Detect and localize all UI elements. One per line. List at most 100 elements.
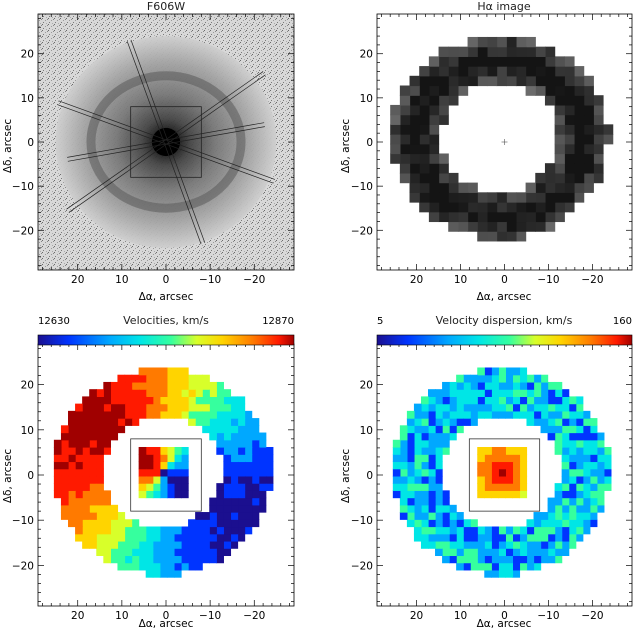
map-pixel [230, 425, 239, 434]
halpha-pixel [399, 114, 411, 125]
map-pixel [449, 396, 457, 405]
x-tick-label: 20 [71, 610, 84, 622]
map-pixel [181, 526, 189, 535]
map-pixel [512, 526, 521, 535]
map-pixel [223, 519, 232, 528]
map-pixel [526, 548, 535, 557]
halpha-pixel [477, 211, 488, 223]
map-pixel [251, 497, 260, 506]
map-pixel [75, 483, 83, 491]
halpha-pixel [544, 163, 556, 174]
map-pixel [491, 454, 499, 463]
map-pixel [420, 533, 429, 542]
halpha-pixel [409, 85, 420, 96]
map-pixel [540, 381, 549, 390]
map-pixel [159, 490, 168, 499]
map-pixel [103, 548, 111, 557]
halpha-pixel [428, 163, 440, 174]
map-pixel [533, 526, 542, 535]
map-pixel [89, 519, 97, 528]
halpha-pixel [409, 95, 420, 106]
map-pixel [181, 381, 189, 390]
map-pixel [110, 432, 119, 441]
map-pixel [138, 461, 147, 470]
halpha-pixel [428, 104, 440, 116]
map-pixel [392, 439, 401, 448]
panel-title-dispersion: Velocity dispersion, km/s [436, 314, 573, 327]
map-pixel [547, 418, 556, 426]
halpha-pixel [564, 85, 575, 96]
map-pixel [456, 555, 464, 564]
map-pixel [103, 446, 111, 455]
map-pixel [251, 439, 260, 448]
halpha-pixel [573, 104, 585, 116]
map-pixel [237, 418, 246, 426]
halpha-pixel [593, 95, 604, 106]
map-pixel [561, 548, 570, 557]
map-pixel [420, 504, 429, 513]
map-pixel [188, 389, 196, 397]
map-pixel [166, 374, 175, 383]
map-pixel [82, 425, 90, 434]
map-pixel [477, 396, 485, 405]
map-pixel [547, 381, 556, 390]
map-pixel [519, 403, 528, 412]
map-pixel [477, 548, 485, 557]
halpha-pixel [515, 221, 527, 232]
halpha-pixel [506, 75, 517, 87]
map-pixel [209, 396, 217, 405]
map-pixel [582, 454, 591, 463]
halpha-pixel [486, 56, 498, 67]
map-pixel [498, 461, 506, 470]
ylabel-velocity: Δδ, arcsec [2, 449, 14, 504]
map-pixel [152, 548, 161, 557]
map-pixel [406, 432, 415, 441]
map-pixel [428, 425, 436, 434]
map-pixel [68, 418, 76, 426]
map-pixel [561, 504, 570, 513]
halpha-pixel [525, 202, 536, 213]
map-pixel [53, 439, 62, 448]
halpha-pixel [409, 192, 420, 203]
map-pixel [505, 454, 514, 463]
map-pixel [244, 418, 253, 426]
halpha-pixel [602, 124, 614, 135]
map-pixel [223, 446, 232, 455]
map-pixel [491, 555, 499, 564]
map-pixel [491, 403, 499, 412]
map-pixel [188, 381, 196, 390]
halpha-pixel [486, 221, 498, 232]
map-pixel [96, 526, 104, 535]
halpha-pixel [583, 172, 594, 184]
map-pixel [442, 548, 450, 557]
map-pixel [420, 490, 429, 499]
map-pixel [442, 439, 450, 448]
map-pixel [96, 403, 104, 412]
map-pixel [103, 533, 111, 542]
central-box [468, 438, 541, 512]
map-pixel [89, 540, 97, 549]
map-pixel [138, 540, 147, 549]
map-pixel [68, 475, 76, 484]
map-pixel [195, 403, 203, 412]
map-pixel [413, 454, 422, 463]
map-pixel [117, 418, 126, 426]
map-pixel [442, 403, 450, 412]
halpha-pixel [428, 75, 440, 87]
map-pixel [435, 519, 443, 528]
map-pixel [230, 454, 239, 463]
map-pixel [435, 446, 443, 455]
map-pixel [103, 439, 111, 448]
map-pixel [561, 454, 570, 463]
map-pixel [575, 533, 584, 542]
map-pixel [251, 512, 260, 520]
map-pixel [237, 526, 246, 535]
halpha-pixel [438, 153, 449, 164]
map-pixel [547, 504, 556, 513]
map-pixel [533, 548, 542, 557]
map-pixel [547, 425, 556, 434]
map-pixel [188, 540, 196, 549]
spiral-ring [86, 71, 246, 213]
map-pixel [138, 548, 147, 557]
map-pixel [110, 540, 119, 549]
